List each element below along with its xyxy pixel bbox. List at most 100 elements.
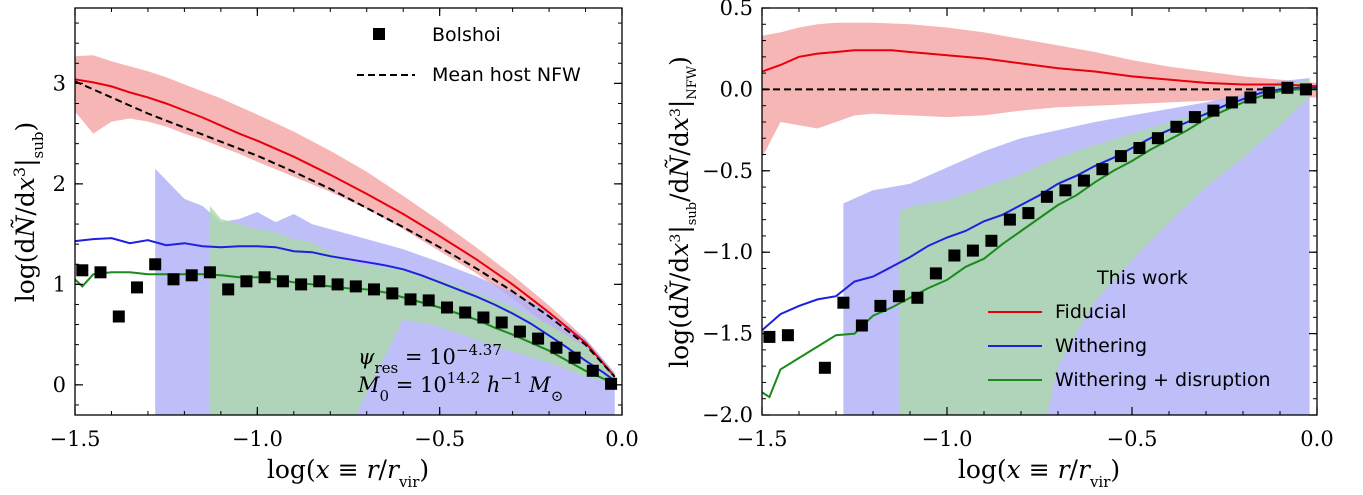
data-marker <box>404 293 417 306</box>
legend-label-bolshoi: Bolshoi <box>432 24 501 46</box>
data-marker <box>1225 96 1238 109</box>
data-marker <box>892 290 905 303</box>
data-marker <box>513 325 526 338</box>
legend-label-withering: Withering <box>1055 335 1147 357</box>
data-marker <box>1077 174 1090 187</box>
series-line-3 <box>762 88 1317 399</box>
data-marker <box>1133 142 1146 154</box>
right-axes-frame <box>761 7 1318 416</box>
svg-text:log(dÑ/dx3|sub/dÑ/dx3|NFW): log(dÑ/dx3|sub/dÑ/dx3|NFW) <box>664 56 700 368</box>
data-marker <box>331 278 344 291</box>
series-line-2 <box>762 86 1317 332</box>
data-marker <box>386 287 399 300</box>
y-tick-label: 3 <box>53 71 66 95</box>
y-tick-label: 1 <box>53 272 66 296</box>
y-tick-label: −1.0 <box>702 240 753 264</box>
data-marker <box>1299 83 1312 96</box>
data-marker <box>295 278 308 291</box>
data-marker <box>185 269 198 282</box>
data-marker <box>94 266 107 279</box>
data-marker <box>203 266 216 279</box>
data-marker <box>586 364 599 377</box>
plot-clip-group <box>762 22 1317 415</box>
legend-label-nfw: Mean host NFW <box>432 64 581 86</box>
data-marker <box>818 361 831 374</box>
data-marker <box>1151 132 1164 145</box>
data-marker <box>550 341 563 354</box>
data-marker <box>1170 120 1183 133</box>
data-marker <box>368 283 380 296</box>
data-marker <box>781 329 794 342</box>
legend-label-withering-disruption: Withering + disruption <box>1055 369 1271 391</box>
data-marker <box>1040 190 1053 203</box>
data-marker <box>495 316 508 329</box>
data-marker <box>855 319 868 332</box>
y-tick-label: −1.5 <box>702 322 753 346</box>
data-marker <box>222 283 235 296</box>
data-marker <box>422 294 435 307</box>
data-marker <box>929 267 942 280</box>
x-tick-label: −1.0 <box>922 427 973 451</box>
series-line-0 <box>75 78 616 378</box>
data-marker <box>477 311 490 324</box>
data-marker <box>837 296 850 309</box>
data-marker <box>1022 207 1035 220</box>
data-marker <box>1281 81 1294 94</box>
plot-clip-group <box>75 55 618 415</box>
right-axis-ticks: −1.5 −1.0 −0.5 0.0−2.0−1.5−1.0−0.50.00.5 <box>702 0 1334 451</box>
legend-title: This work <box>1096 267 1188 289</box>
data-marker <box>167 273 180 286</box>
data-marker <box>276 275 289 288</box>
data-marker <box>1188 111 1201 124</box>
left-ylabel: log(dÑ/dx3|sub) <box>10 122 48 303</box>
data-marker <box>1114 150 1127 163</box>
x-tick-label: −1.5 <box>737 427 788 451</box>
data-marker <box>258 271 271 284</box>
data-marker <box>1096 163 1109 176</box>
data-marker <box>441 301 453 314</box>
x-tick-label: 0.0 <box>605 427 638 451</box>
series-line-1 <box>75 80 616 378</box>
y-tick-label: 0.5 <box>720 0 753 20</box>
data-marker <box>966 244 979 257</box>
data-marker <box>874 299 887 312</box>
data-marker <box>532 332 545 345</box>
data-marker <box>1059 184 1072 197</box>
x-tick-label: 0.0 <box>1300 427 1333 451</box>
legend-label-fiducial: Fiducial <box>1055 301 1127 323</box>
x-tick-label: −1.5 <box>50 427 101 451</box>
left-plot-area <box>75 55 618 415</box>
data-marker <box>149 258 162 271</box>
data-marker <box>911 291 924 304</box>
band-2 <box>898 79 1310 415</box>
left-panel: −1.5 −1.0 −0.5 0.0 0 1 2 3 log(dÑ/dx3|sub) log(… <box>10 7 639 491</box>
y-tick-label: −2.0 <box>702 403 753 427</box>
data-marker <box>605 377 618 390</box>
right-xlabel: log(x ≡ r/rvir) <box>958 455 1120 491</box>
x-tick-label: −0.5 <box>414 427 465 451</box>
data-marker <box>131 281 143 294</box>
data-marker <box>1003 213 1016 226</box>
data-marker <box>313 275 326 288</box>
series-line-2 <box>75 237 616 382</box>
data-marker <box>568 351 581 364</box>
y-tick-label: −0.5 <box>702 159 753 183</box>
y-tick-label: 2 <box>53 172 66 196</box>
series-line-0 <box>762 49 1317 88</box>
data-marker <box>240 275 253 288</box>
x-tick-label: −0.5 <box>1107 427 1158 451</box>
legend-marker-bolshoi <box>373 28 385 40</box>
data-marker <box>948 249 961 262</box>
y-tick-label: 0.0 <box>720 77 753 101</box>
data-marker <box>112 310 125 323</box>
right-ylabel: log(dÑ/dx3|sub/dÑ/dx3|NFW) <box>664 56 700 368</box>
left-axes-frame <box>74 7 623 416</box>
y-tick-label: 0 <box>53 373 66 397</box>
data-marker <box>1207 104 1220 117</box>
data-marker <box>459 306 472 319</box>
left-xlabel: log(x ≡ r/rvir) <box>267 455 429 491</box>
band-2 <box>209 206 615 415</box>
right-plot-area <box>762 22 1317 415</box>
data-marker <box>76 264 89 277</box>
